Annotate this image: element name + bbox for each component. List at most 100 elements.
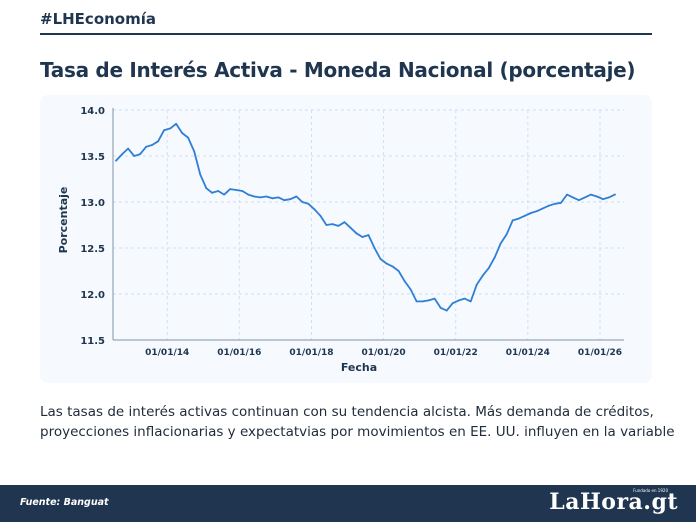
data-point bbox=[367, 234, 370, 237]
data-point bbox=[475, 283, 478, 286]
data-point bbox=[349, 226, 352, 229]
data-point bbox=[331, 223, 334, 226]
data-point bbox=[235, 189, 238, 191]
data-point bbox=[391, 265, 394, 268]
data-point bbox=[373, 247, 376, 249]
x-tick-label: 01/01/16 bbox=[217, 348, 261, 358]
data-point bbox=[451, 302, 454, 305]
data-point bbox=[566, 193, 568, 196]
data-point bbox=[517, 217, 520, 220]
data-point bbox=[572, 196, 574, 199]
data-point bbox=[493, 256, 496, 259]
data-point bbox=[289, 198, 292, 201]
data-point bbox=[319, 214, 322, 217]
line-chart: 11.5 12.0 12.5 13.0 13.5 14.0 01/01/14 01/01/16… bbox=[57, 106, 624, 374]
data-point bbox=[469, 300, 472, 303]
data-point bbox=[584, 196, 586, 199]
data-point bbox=[385, 262, 388, 265]
data-point bbox=[409, 288, 412, 291]
x-tick-label: 01/01/26 bbox=[578, 348, 622, 358]
data-point bbox=[151, 144, 153, 146]
data-point bbox=[379, 258, 382, 260]
data-point bbox=[421, 300, 424, 303]
data-point bbox=[163, 129, 165, 132]
data-point bbox=[175, 122, 178, 125]
data-point bbox=[397, 270, 400, 272]
data-point bbox=[535, 210, 538, 213]
data-point bbox=[193, 150, 196, 153]
data-point bbox=[505, 233, 508, 236]
data-point bbox=[187, 136, 190, 139]
data-point bbox=[253, 195, 256, 198]
y-tick-label: 13.0 bbox=[80, 198, 105, 209]
data-point bbox=[223, 193, 226, 196]
x-tick-label: 01/01/20 bbox=[361, 348, 405, 358]
caption-line-2: proyecciones inflacionarias y expectatvi… bbox=[40, 424, 675, 440]
data-point bbox=[541, 207, 544, 210]
data-point bbox=[523, 214, 526, 217]
data-point bbox=[277, 196, 280, 199]
data-point bbox=[457, 299, 460, 302]
data-point bbox=[313, 208, 316, 211]
data-point bbox=[614, 193, 616, 196]
data-point bbox=[169, 127, 172, 130]
footer-bar: Fuente: Banguat Fundado en 1920 LaHora.g… bbox=[0, 485, 696, 522]
data-point bbox=[578, 199, 580, 202]
data-point bbox=[554, 202, 556, 205]
data-point bbox=[355, 232, 358, 235]
data-point bbox=[307, 202, 310, 205]
y-tick-label: 12.5 bbox=[80, 244, 105, 255]
data-point bbox=[511, 219, 514, 222]
data-point bbox=[403, 280, 406, 282]
series-line bbox=[115, 122, 616, 312]
data-point bbox=[487, 267, 490, 270]
x-tick-label: 01/01/14 bbox=[145, 348, 189, 358]
source-note: Fuente: Banguat bbox=[20, 497, 109, 508]
data-point bbox=[361, 236, 364, 238]
y-tick-label: 13.5 bbox=[80, 152, 105, 163]
data-point bbox=[211, 191, 214, 194]
header-rule bbox=[40, 33, 652, 35]
data-point bbox=[548, 204, 550, 207]
data-point bbox=[530, 212, 532, 214]
y-tick-label: 12.0 bbox=[80, 290, 105, 301]
data-point bbox=[433, 297, 436, 300]
data-point bbox=[265, 195, 268, 198]
data-point bbox=[499, 242, 502, 245]
data-point bbox=[241, 190, 244, 192]
data-point bbox=[133, 155, 136, 157]
data-point bbox=[259, 196, 262, 199]
data-point bbox=[343, 221, 346, 224]
data-point bbox=[481, 274, 484, 277]
data-point bbox=[427, 299, 430, 302]
data-point bbox=[247, 193, 250, 196]
chart-title: Tasa de Interés Activa - Moneda Nacional… bbox=[40, 58, 636, 82]
logo-tagline: Fundado en 1920 bbox=[633, 488, 668, 493]
data-point bbox=[139, 153, 141, 156]
data-point bbox=[121, 153, 123, 156]
brand-logo: LaHora.gt bbox=[549, 489, 678, 515]
data-point bbox=[127, 147, 129, 150]
hashtag-label: #LHEconomía bbox=[40, 10, 157, 28]
data-point bbox=[596, 195, 598, 198]
data-point bbox=[560, 202, 562, 204]
data-point bbox=[590, 193, 592, 196]
y-axis-label: Porcentaje bbox=[57, 187, 70, 254]
chart-caption: Las tasas de interés activas continuan c… bbox=[40, 402, 675, 442]
data-point bbox=[445, 309, 448, 312]
data-point bbox=[608, 196, 610, 199]
y-tick-label: 11.5 bbox=[80, 336, 105, 347]
data-point bbox=[295, 195, 298, 198]
data-point bbox=[199, 173, 202, 176]
data-point bbox=[271, 197, 274, 200]
data-point bbox=[229, 188, 232, 190]
data-point bbox=[283, 199, 286, 202]
data-point bbox=[205, 187, 208, 190]
data-point bbox=[337, 225, 340, 227]
data-point bbox=[325, 224, 328, 226]
y-tick-label: 14.0 bbox=[80, 106, 105, 117]
data-point bbox=[115, 159, 117, 162]
data-point bbox=[181, 132, 184, 134]
data-point bbox=[602, 198, 604, 201]
data-point bbox=[415, 300, 418, 303]
